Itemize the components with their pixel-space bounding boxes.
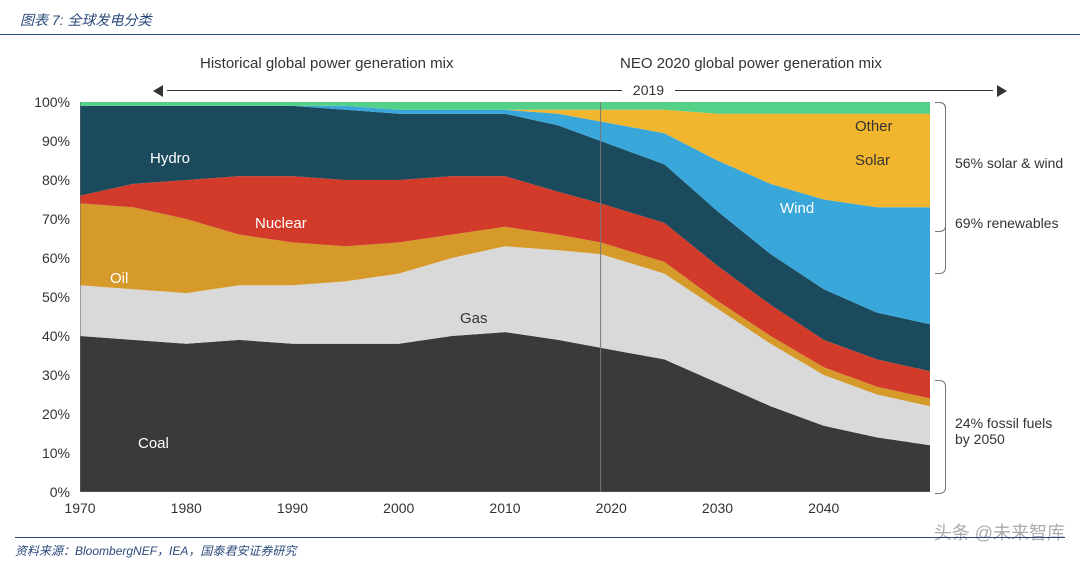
stacked-area-chart xyxy=(80,102,930,492)
y-tick-label: 30% xyxy=(30,367,70,383)
right-annotation: 24% fossil fuels by 2050 xyxy=(955,415,1065,447)
x-tick-label: 2000 xyxy=(383,500,414,516)
y-tick-label: 10% xyxy=(30,445,70,461)
divider-year-marker: 2019 xyxy=(0,82,1080,100)
y-tick-label: 70% xyxy=(30,211,70,227)
brace-icon xyxy=(935,102,946,274)
x-tick-label: 2040 xyxy=(808,500,839,516)
brace-icon xyxy=(935,380,946,494)
x-tick-label: 1990 xyxy=(277,500,308,516)
y-tick-label: 80% xyxy=(30,172,70,188)
x-tick-label: 1970 xyxy=(64,500,95,516)
x-tick-label: 2020 xyxy=(596,500,627,516)
right-annotation: 69% renewables xyxy=(955,215,1065,231)
divider-year-label: 2019 xyxy=(627,82,670,98)
source-footer: 资料来源：BloombergNEF，IEA，国泰君安证券研究 xyxy=(15,537,1065,559)
y-tick-label: 20% xyxy=(30,406,70,422)
y-tick-label: 60% xyxy=(30,250,70,266)
y-tick-label: 0% xyxy=(30,484,70,500)
right-annotation: 56% solar & wind xyxy=(955,155,1065,171)
figure-title: 图表 7: 全球发电分类 xyxy=(0,0,1080,35)
y-tick-label: 50% xyxy=(30,289,70,305)
x-tick-label: 2030 xyxy=(702,500,733,516)
arrow-left-icon xyxy=(153,85,163,97)
y-tick-label: 90% xyxy=(30,133,70,149)
x-tick-label: 1980 xyxy=(171,500,202,516)
arrow-right-icon xyxy=(997,85,1007,97)
x-tick-label: 2010 xyxy=(489,500,520,516)
header-historical: Historical global power generation mix xyxy=(200,55,453,72)
y-tick-label: 100% xyxy=(30,94,70,110)
chart-area xyxy=(80,102,930,492)
header-projection: NEO 2020 global power generation mix xyxy=(620,55,882,72)
y-tick-label: 40% xyxy=(30,328,70,344)
